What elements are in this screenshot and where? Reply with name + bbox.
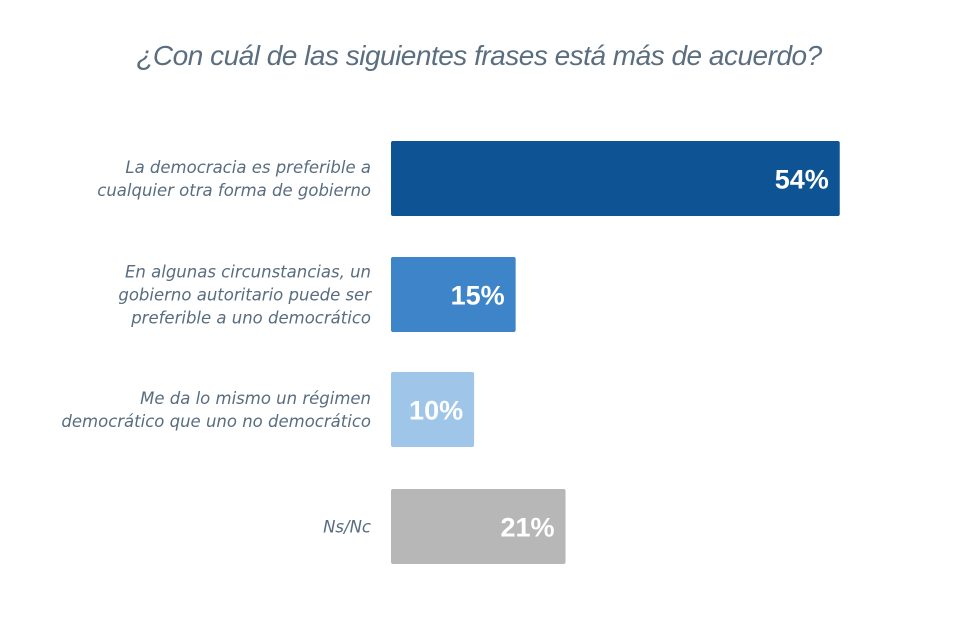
- category-label: La democracia es preferible a cualquier o…: [97, 158, 371, 200]
- bar-group: 10% Me da lo mismo un régimen democrático …: [61, 372, 475, 447]
- category-label-line: Me da lo mismo un régimen: [140, 389, 371, 408]
- bar: [391, 372, 475, 447]
- category-label: Ns/Nc: [323, 518, 371, 537]
- value-label: 21%: [500, 513, 554, 543]
- category-label-line: gobierno autoritario puede ser: [118, 286, 372, 305]
- category-label-line: La democracia es preferible a: [125, 158, 371, 177]
- category-label-line: preferible a uno democrático: [130, 309, 371, 328]
- category-label-line: democrático que uno no democrático: [61, 412, 371, 431]
- category-label-line: Ns/Nc: [323, 518, 371, 537]
- value-label: 15%: [451, 281, 505, 311]
- category-label-line: cualquier otra forma de gobierno: [97, 181, 371, 200]
- value-label: 54%: [775, 165, 829, 195]
- category-label-line: En algunas circunstancias, un: [125, 263, 371, 282]
- bar-group: 21% Ns/Nc: [323, 489, 566, 564]
- bar-group: 15% En algunas circunstancias, un gobierno…: [118, 257, 516, 332]
- chart-title: ¿Con cuál de las siguientes frases está …: [136, 40, 822, 71]
- bar: [391, 141, 840, 216]
- bar: [391, 489, 566, 564]
- category-label: En algunas circunstancias, un gobierno au…: [118, 263, 372, 328]
- value-label: 10%: [409, 396, 463, 426]
- bar: [391, 257, 516, 332]
- category-label: Me da lo mismo un régimen democrático que…: [61, 389, 371, 431]
- bar-group: 54% La democracia es preferible a cualquie…: [97, 141, 840, 216]
